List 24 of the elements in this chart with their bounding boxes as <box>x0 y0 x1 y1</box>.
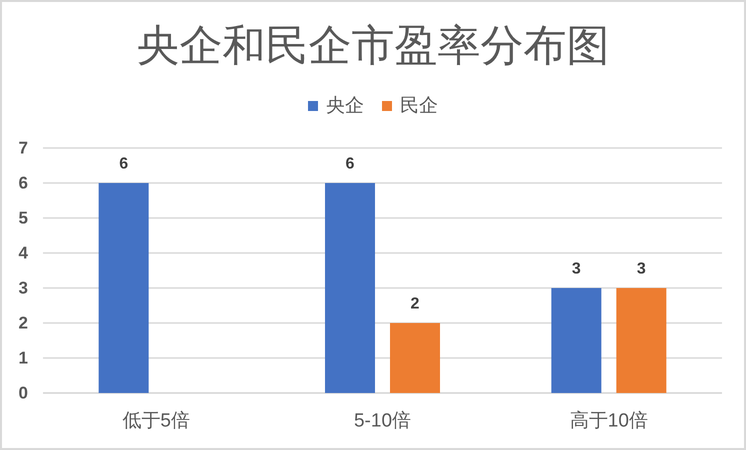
x-tick-label: 低于5倍 <box>122 410 190 432</box>
y-tick-label: 4 <box>18 244 29 262</box>
bar <box>616 288 666 393</box>
chart-title: 央企和民企市盈率分布图 <box>136 22 610 70</box>
data-label: 3 <box>636 260 646 278</box>
y-tick-label: 1 <box>18 348 28 368</box>
y-tick-label: 3 <box>18 278 28 298</box>
y-tick-label: 0 <box>18 384 28 402</box>
data-label: 3 <box>572 260 581 278</box>
data-label: 6 <box>119 156 128 172</box>
y-tick-label: 6 <box>18 174 28 192</box>
bar <box>325 183 375 393</box>
y-tick-label: 2 <box>18 314 28 332</box>
y-tick-label: 7 <box>18 138 28 158</box>
legend-label: 央企 <box>326 96 364 116</box>
x-tick-label: 5-10倍 <box>354 410 412 432</box>
bar <box>390 323 440 393</box>
data-label: 6 <box>346 156 355 172</box>
bar <box>551 288 602 393</box>
x-tick-label: 高于10倍 <box>570 410 648 432</box>
legend-label: 民企 <box>400 96 438 116</box>
y-tick-label: 5 <box>18 208 28 228</box>
data-label: 2 <box>410 296 420 312</box>
bar <box>98 183 149 393</box>
